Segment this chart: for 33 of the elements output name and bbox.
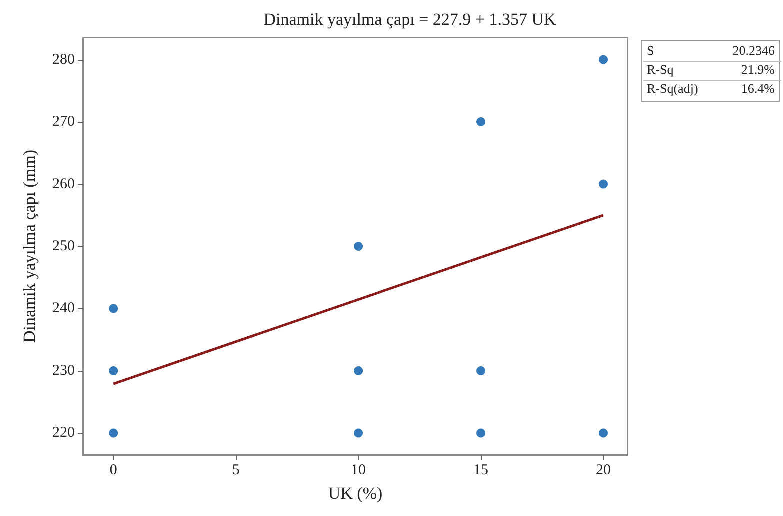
point xyxy=(109,366,118,376)
text: S xyxy=(647,43,654,58)
point xyxy=(476,118,486,127)
point xyxy=(476,366,486,376)
text: 16.4% xyxy=(741,81,776,96)
x-tick-label: 5 xyxy=(232,462,240,478)
y-tick-label: 280 xyxy=(52,52,75,68)
x-tick-label: 15 xyxy=(474,462,489,478)
y-tick-label: 240 xyxy=(52,300,75,317)
text: 20.2346 xyxy=(732,43,776,58)
text: 21.9% xyxy=(741,62,776,77)
x-tick-label: 20 xyxy=(596,462,612,478)
point xyxy=(354,428,364,438)
y-tick-label: 250 xyxy=(52,238,75,254)
text: R-Sq xyxy=(647,62,674,77)
point xyxy=(476,428,486,438)
point xyxy=(354,366,364,376)
x-tick-label: 0 xyxy=(110,462,118,478)
x-axis-title: UK (%) xyxy=(328,484,383,503)
text: R-Sq(adj) xyxy=(647,81,698,96)
point xyxy=(599,180,608,189)
x-tick-label: 10 xyxy=(351,462,366,478)
point xyxy=(599,428,608,438)
y-tick-label: 260 xyxy=(52,176,75,192)
chart-title: Dinamik yayılma çapı = 227.9 + 1.357 UK xyxy=(264,10,557,29)
y-tick-label: 230 xyxy=(52,362,75,379)
point xyxy=(354,242,364,251)
y-tick-label: 270 xyxy=(52,114,75,130)
point xyxy=(599,55,608,64)
point xyxy=(109,428,118,438)
point xyxy=(109,304,118,314)
y-axis-title: Dinamik yayılma çapı (mm) xyxy=(20,150,39,344)
y-tick-label: 220 xyxy=(52,425,75,442)
